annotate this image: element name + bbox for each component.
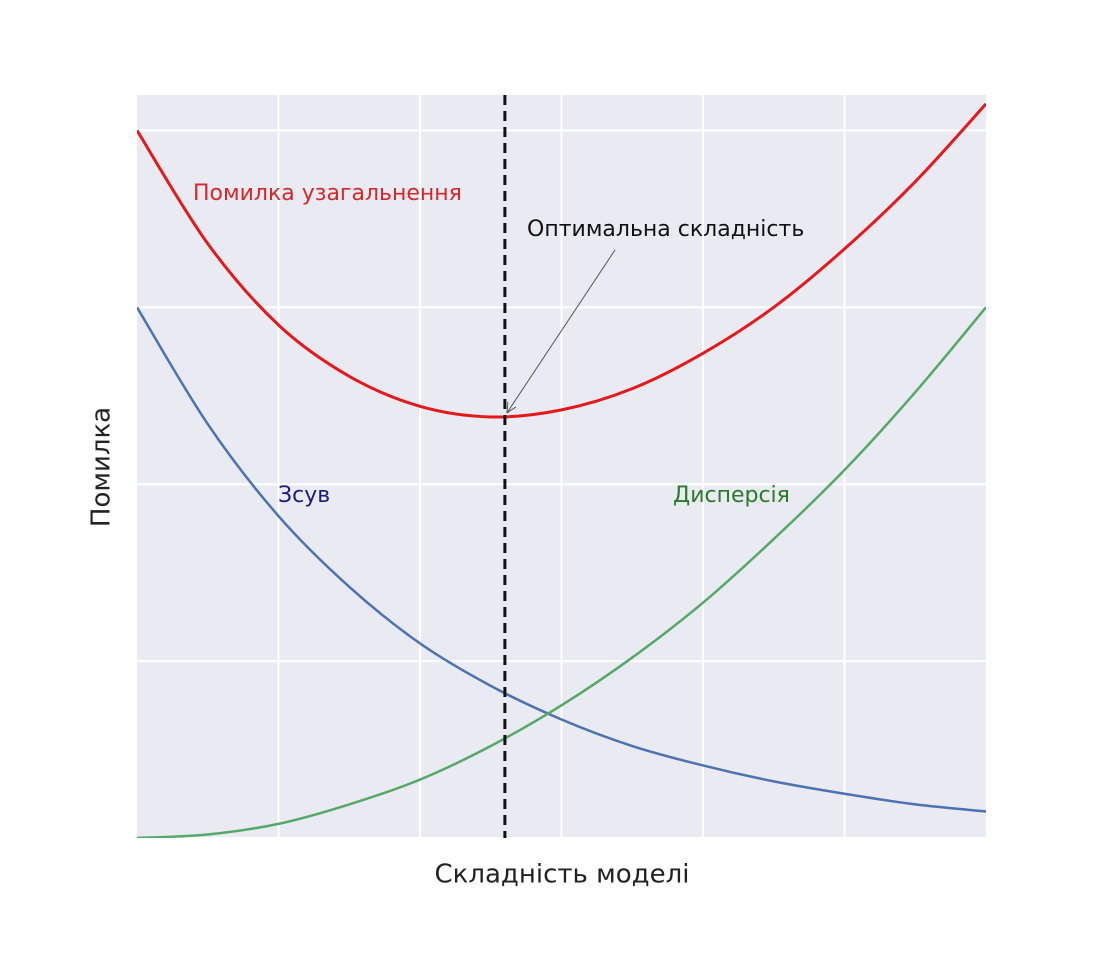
series-label: Зсув [278, 483, 330, 508]
annotation-text: Оптимальна складність [527, 217, 804, 242]
series-label: Дисперсія [673, 483, 790, 508]
y-axis-label: Помилка [87, 407, 117, 527]
series-line [137, 306, 986, 813]
x-axis-label: Складність моделі [435, 860, 690, 890]
series-line [137, 306, 986, 838]
series-label: Помилка узагальнення [193, 181, 462, 206]
series-line [137, 102, 986, 419]
arrow-head [506, 401, 517, 414]
annotation-arrow [506, 249, 616, 414]
